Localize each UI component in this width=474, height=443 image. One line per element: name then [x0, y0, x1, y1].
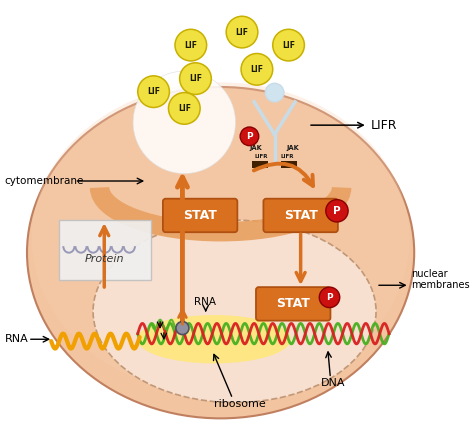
Text: ribosome: ribosome: [214, 400, 266, 409]
Circle shape: [180, 63, 211, 94]
Text: RNA: RNA: [194, 297, 216, 307]
Text: LIFR: LIFR: [371, 119, 397, 132]
Text: STAT: STAT: [284, 209, 318, 222]
Text: LIFR: LIFR: [281, 154, 294, 159]
Circle shape: [273, 29, 304, 61]
Circle shape: [168, 93, 200, 124]
FancyBboxPatch shape: [264, 199, 338, 232]
Circle shape: [175, 29, 207, 61]
Circle shape: [240, 127, 259, 146]
FancyBboxPatch shape: [252, 161, 268, 168]
FancyBboxPatch shape: [256, 287, 330, 321]
Circle shape: [133, 71, 236, 174]
Text: JAK: JAK: [250, 144, 262, 151]
Text: STAT: STAT: [183, 209, 217, 222]
Text: LIF: LIF: [178, 104, 191, 113]
Ellipse shape: [27, 87, 414, 418]
Text: DNA: DNA: [321, 378, 346, 388]
Text: LIFR: LIFR: [255, 154, 268, 159]
Circle shape: [319, 287, 340, 307]
Text: cytomembrane: cytomembrane: [5, 176, 84, 186]
Text: nuclear
membranes: nuclear membranes: [411, 269, 470, 291]
Text: P: P: [333, 206, 341, 216]
Text: P: P: [246, 132, 253, 141]
Text: STAT: STAT: [276, 297, 310, 311]
Circle shape: [176, 322, 189, 334]
Text: LIF: LIF: [189, 74, 202, 83]
Text: LIF: LIF: [184, 41, 197, 50]
Text: LIF: LIF: [250, 65, 264, 74]
Text: LIF: LIF: [147, 87, 160, 96]
Text: LIF: LIF: [236, 27, 248, 37]
Text: LIF: LIF: [282, 41, 295, 50]
FancyBboxPatch shape: [59, 220, 151, 280]
Circle shape: [326, 200, 348, 222]
Ellipse shape: [32, 82, 410, 395]
Circle shape: [226, 16, 258, 48]
Text: JAK: JAK: [287, 144, 300, 151]
Circle shape: [138, 76, 169, 108]
Circle shape: [241, 54, 273, 85]
Text: RNA: RNA: [5, 334, 28, 344]
FancyArrowPatch shape: [254, 163, 313, 186]
Circle shape: [265, 83, 284, 102]
FancyBboxPatch shape: [163, 199, 237, 232]
Text: P: P: [326, 293, 333, 302]
Ellipse shape: [93, 220, 376, 403]
Text: Protein: Protein: [84, 254, 124, 264]
FancyBboxPatch shape: [281, 161, 297, 168]
Ellipse shape: [137, 315, 291, 363]
